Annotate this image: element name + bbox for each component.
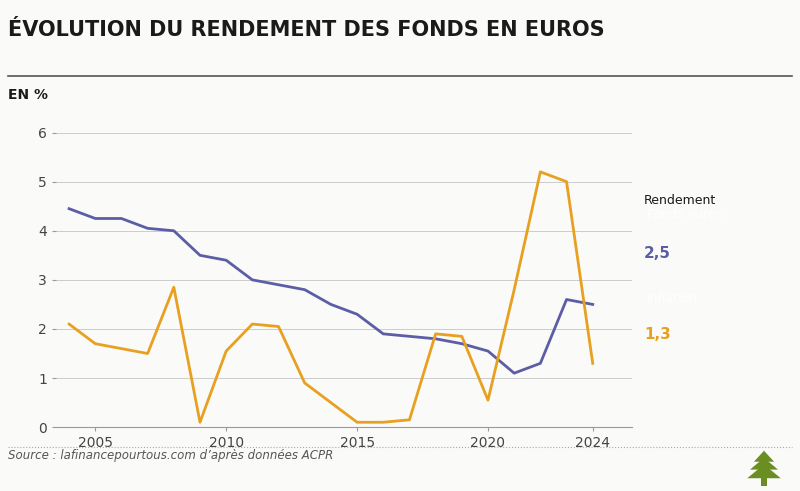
Polygon shape xyxy=(754,451,774,462)
Polygon shape xyxy=(750,458,778,469)
Text: 2,5: 2,5 xyxy=(644,246,671,261)
Polygon shape xyxy=(761,476,767,486)
Text: Source : lafinancepourtous.com d’après données ACPR: Source : lafinancepourtous.com d’après d… xyxy=(8,449,334,462)
Text: ÉVOLUTION DU RENDEMENT DES FONDS EN EUROS: ÉVOLUTION DU RENDEMENT DES FONDS EN EURO… xyxy=(8,20,605,40)
Text: Inflation: Inflation xyxy=(647,292,698,305)
Polygon shape xyxy=(747,464,781,478)
Text: 1,3: 1,3 xyxy=(644,327,670,342)
Text: Fonds euros: Fonds euros xyxy=(647,208,722,221)
Text: Rendement: Rendement xyxy=(644,194,716,207)
Text: EN %: EN % xyxy=(8,88,48,103)
